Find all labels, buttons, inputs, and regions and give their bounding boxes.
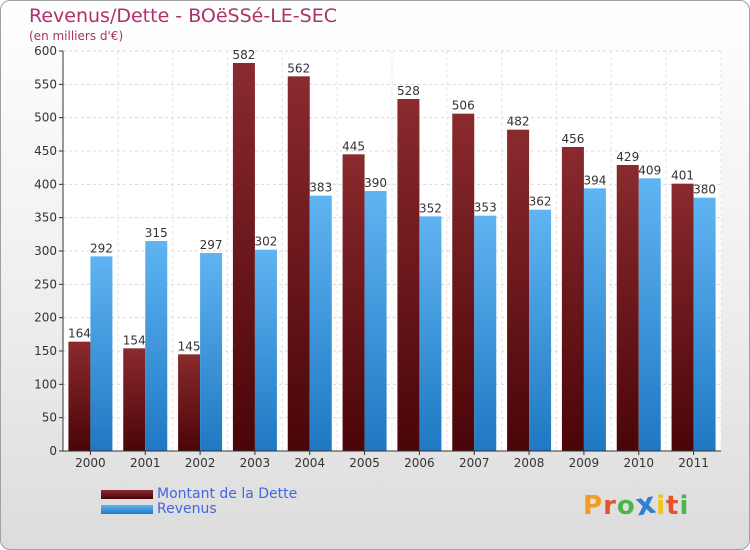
data-label: 456 — [561, 132, 584, 146]
x-tick-label: 2009 — [569, 456, 600, 470]
bar-dette-2005 — [342, 154, 365, 452]
x-tick-label: 2007 — [459, 456, 490, 470]
y-tick-label: 300 — [34, 244, 57, 258]
y-tick-label: 400 — [34, 177, 57, 191]
bar-dette-2006 — [397, 99, 420, 451]
proxiti-logo: Proxiti — [583, 485, 690, 524]
logo-letter: t — [666, 491, 680, 521]
labels-layer: 164 292 154 315 145 297 582 302 562 383 445 390 528 3… — [68, 48, 716, 353]
data-label: 154 — [123, 333, 146, 347]
y-tick-label: 500 — [34, 111, 57, 125]
bar-revenus-2005 — [364, 191, 387, 451]
legend-swatch-debt — [101, 490, 153, 499]
chart-subtitle: (en milliers d'€) — [29, 29, 124, 43]
data-label: 429 — [616, 150, 639, 164]
bar-revenus-2004 — [309, 195, 332, 451]
bar-revenus-2010 — [638, 178, 661, 452]
logo-letter: r — [603, 491, 617, 521]
bar-dette-2007 — [452, 113, 475, 452]
bar-revenus-2006 — [419, 216, 442, 451]
y-tick-label: 50 — [42, 411, 57, 425]
data-label: 362 — [529, 195, 552, 209]
bar-revenus-2001 — [145, 241, 168, 451]
logo-letter: x — [632, 485, 660, 524]
x-tick-label: 2011 — [678, 456, 709, 470]
data-label: 482 — [507, 115, 530, 129]
logo-letter: P — [583, 491, 604, 521]
data-label: 383 — [309, 181, 332, 195]
y-tick-label: 600 — [34, 44, 57, 58]
data-label: 380 — [693, 183, 716, 197]
bars-layer — [68, 63, 716, 452]
data-label: 353 — [474, 201, 497, 215]
legend-swatch-revenus — [101, 505, 153, 514]
y-tick-label: 550 — [34, 77, 57, 91]
bar-dette-2001 — [123, 348, 146, 451]
y-tick-label: 250 — [34, 277, 57, 291]
bar-dette-2009 — [561, 147, 584, 451]
bar-dette-2002 — [178, 354, 201, 451]
data-label: 582 — [232, 48, 255, 62]
axis-layer: 0 50 100 150 200 250 300 350 400 450 500 550 600 2000… — [34, 44, 721, 470]
data-label: 562 — [287, 61, 310, 75]
x-tick-label: 2005 — [349, 456, 380, 470]
data-label: 145 — [178, 339, 201, 353]
x-tick-label: 2000 — [75, 456, 106, 470]
x-tick-label: 2004 — [294, 456, 325, 470]
bar-dette-2004 — [287, 76, 310, 451]
logo-letter: i — [679, 491, 690, 521]
y-tick-label: 200 — [34, 311, 57, 325]
x-tick-label: 2003 — [240, 456, 271, 470]
data-label: 409 — [638, 163, 661, 177]
y-tick-label: 100 — [34, 377, 57, 391]
y-tick-label: 450 — [34, 144, 57, 158]
chart-title: Revenus/Dette - BOëSSé-LE-SEC — [29, 5, 337, 27]
bar-dette-2000 — [68, 341, 91, 451]
data-label: 390 — [364, 176, 387, 190]
bar-revenus-2008 — [529, 209, 552, 451]
data-label: 401 — [671, 169, 694, 183]
data-label: 164 — [68, 327, 91, 341]
y-tick-label: 150 — [34, 344, 57, 358]
bar-dette-2010 — [616, 165, 639, 451]
legend-label-revenus: Revenus — [157, 501, 217, 517]
data-label: 528 — [397, 84, 420, 98]
x-tick-label: 2001 — [130, 456, 161, 470]
logo-letter: i — [656, 491, 667, 521]
data-label: 292 — [90, 241, 113, 255]
data-label: 297 — [200, 238, 223, 252]
data-label: 445 — [342, 139, 365, 153]
x-tick-label: 2010 — [623, 456, 654, 470]
y-tick-label: 350 — [34, 211, 57, 225]
legend-label-debt: Montant de la Dette — [157, 486, 298, 502]
x-tick-label: 2002 — [185, 456, 216, 470]
bar-revenus-2003 — [254, 249, 277, 451]
bar-revenus-2011 — [693, 197, 716, 451]
bar-dette-2008 — [507, 129, 530, 451]
data-label: 352 — [419, 201, 442, 215]
bar-dette-2003 — [232, 63, 255, 451]
x-tick-label: 2008 — [514, 456, 545, 470]
data-label: 394 — [583, 173, 606, 187]
bar-revenus-2000 — [90, 256, 113, 451]
data-label: 506 — [452, 99, 475, 113]
x-tick-label: 2006 — [404, 456, 435, 470]
logo-letter: o — [616, 491, 636, 521]
data-label: 315 — [145, 226, 168, 240]
bar-revenus-2009 — [583, 188, 606, 452]
bar-dette-2011 — [671, 183, 694, 451]
data-label: 302 — [254, 235, 277, 249]
bar-revenus-2007 — [474, 215, 497, 451]
y-tick-label: 0 — [49, 444, 57, 458]
grid-layer — [62, 50, 722, 452]
bar-revenus-2002 — [200, 253, 223, 451]
